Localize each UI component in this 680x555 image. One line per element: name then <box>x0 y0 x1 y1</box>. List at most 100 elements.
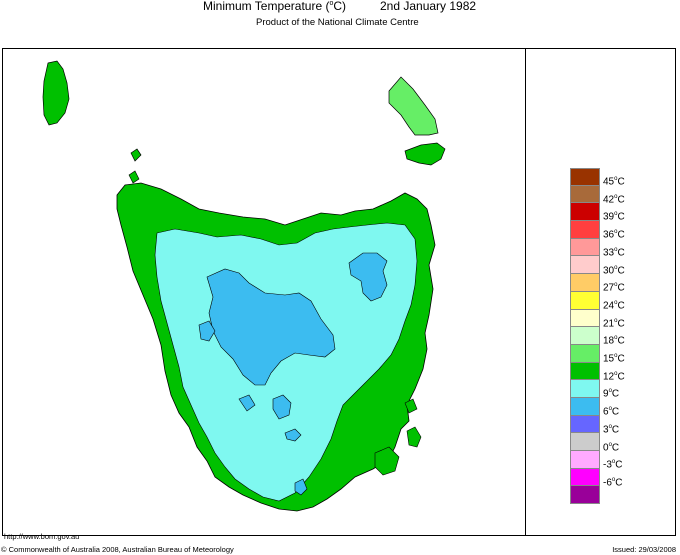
legend-swatch <box>570 380 600 398</box>
legend-label-value: 9 <box>603 388 609 400</box>
cold-zone-central <box>206 268 336 386</box>
cold-zone-south-1 <box>272 394 292 420</box>
legend-label: 3oC <box>603 424 619 435</box>
legend-label-unit: C <box>615 477 623 489</box>
legend-label-unit: C <box>611 441 620 453</box>
frame-divider <box>525 48 526 536</box>
legend-label-value: -6 <box>603 477 612 489</box>
legend-label: 9oC <box>603 388 619 399</box>
legend-label: 42oC <box>603 194 625 205</box>
legend-label: 15oC <box>603 353 625 364</box>
legend-swatch <box>570 486 600 505</box>
legend-label-degree: o <box>614 317 618 324</box>
legend-label: 27oC <box>603 282 625 293</box>
footer-copyright: © Commonwealth of Australia 2008, Austra… <box>1 545 234 554</box>
legend-label-value: 30 <box>603 264 615 276</box>
legend-label: 45oC <box>603 176 625 187</box>
legend-label-unit: C <box>617 211 625 223</box>
legend-label-degree: o <box>614 353 618 359</box>
legend-label-value: -3 <box>603 459 612 471</box>
legend-swatch <box>570 362 600 381</box>
legend-label-value: 0 <box>603 441 609 453</box>
legend-label-degree: o <box>614 370 618 377</box>
legend-label-value: 21 <box>603 317 615 329</box>
cold-zone-northeast <box>348 252 388 302</box>
legend-label: 21oC <box>603 318 625 329</box>
footer-issued-date: Issued: 29/03/2008 <box>612 545 676 554</box>
islet-east-1 <box>404 398 418 414</box>
legend-label-degree: o <box>614 193 618 200</box>
legend-swatch <box>570 203 600 222</box>
legend-swatch <box>570 433 600 451</box>
legend-swatch <box>570 168 600 186</box>
map-title: Minimum Temperature (oC) 2nd January 198… <box>0 0 680 40</box>
legend-swatch <box>570 344 600 363</box>
cold-zone-south-2 <box>284 428 302 442</box>
legend-label: -3oC <box>603 459 622 470</box>
islet-east-2 <box>406 426 422 448</box>
legend-color-bar <box>570 168 600 505</box>
legend-label-unit: C <box>617 335 625 347</box>
legend-label: -6oC <box>603 477 622 488</box>
legend-label-degree: o <box>611 476 616 483</box>
legend-swatch <box>570 185 600 204</box>
legend-swatch <box>570 309 600 328</box>
legend-swatch <box>570 327 600 345</box>
legend-label: 24oC <box>603 300 625 311</box>
legend-label-degree: o <box>614 282 618 289</box>
legend-label-degree: o <box>614 211 618 218</box>
legend-label-unit: C <box>617 176 625 188</box>
legend-label-unit: C <box>617 317 625 329</box>
legend-label-value: 15 <box>603 353 615 365</box>
legend-swatch <box>570 397 600 416</box>
title-variable: Minimum Temperature (oC) <box>203 0 347 13</box>
legend-label-value: 42 <box>603 194 615 206</box>
legend-label-unit: C <box>617 282 625 294</box>
legend-label-degree: o <box>608 441 612 448</box>
legend-label-value: 36 <box>603 229 615 241</box>
legend-label: 39oC <box>603 211 625 222</box>
legend-label-degree: o <box>614 264 618 271</box>
legend-label-unit: C <box>611 424 620 436</box>
legend-label-value: 18 <box>603 335 615 347</box>
footer-url[interactable]: http://www.bom.gov.au <box>4 532 80 541</box>
legend-label-degree: o <box>614 299 618 306</box>
legend-label-unit: C <box>611 406 620 418</box>
legend-label-unit: C <box>617 300 625 312</box>
legend-label-value: 27 <box>603 282 615 294</box>
legend-label: 18oC <box>603 335 625 346</box>
legend-label-unit: C <box>611 388 620 400</box>
legend-label: 36oC <box>603 229 625 240</box>
legend-swatch <box>570 451 600 469</box>
legend-label: 0oC <box>603 442 619 453</box>
legend-label-value: 3 <box>603 424 609 436</box>
legend-label-value: 24 <box>603 300 615 312</box>
legend-swatch <box>570 468 600 487</box>
tasmania-map <box>42 60 446 512</box>
king-island <box>42 60 70 126</box>
legend-swatch <box>570 291 600 310</box>
legend-label-degree: o <box>608 388 612 395</box>
map-subtitle: Product of the National Climate Centre <box>256 17 419 28</box>
legend-label-degree: o <box>614 176 618 182</box>
legend-label-unit: C <box>615 459 623 471</box>
legend-label: 30oC <box>603 265 625 276</box>
legend-label-unit: C <box>617 264 625 276</box>
legend-label-degree: o <box>608 406 612 413</box>
legend-label-value: 12 <box>603 371 615 383</box>
legend-label-unit: C <box>617 194 625 206</box>
legend-label-unit: C <box>617 353 625 365</box>
islet-north-west <box>128 170 140 184</box>
legend-label-degree: o <box>608 423 612 430</box>
legend-label-value: 39 <box>603 211 615 223</box>
flinders-island <box>388 76 439 136</box>
legend-label-degree: o <box>614 246 618 253</box>
legend-label-unit: C <box>617 371 625 383</box>
legend-label: 12oC <box>603 371 625 382</box>
legend-label-degree: o <box>611 459 616 466</box>
cape-barren-island <box>404 142 446 166</box>
legend-label: 33oC <box>603 247 625 258</box>
legend-label-value: 45 <box>603 176 615 188</box>
legend-label-value: 6 <box>603 406 609 418</box>
legend-swatch <box>570 238 600 257</box>
